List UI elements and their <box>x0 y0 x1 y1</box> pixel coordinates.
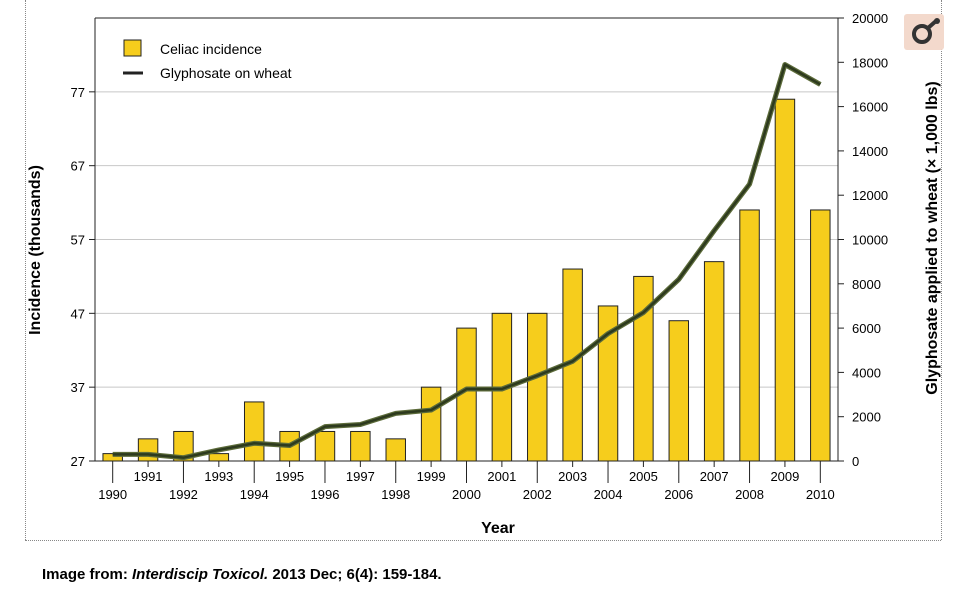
x-tick-label-2009: 2009 <box>770 469 799 484</box>
legend-swatch-celiac <box>123 39 142 57</box>
y-axis-label: Incidence (thousands) <box>27 165 44 335</box>
y2-tick-label: 12000 <box>852 188 888 203</box>
y2-tick-label: 8000 <box>852 277 881 292</box>
x-tick-label-1998: 1998 <box>381 487 410 502</box>
x-tick-label-2005: 2005 <box>629 469 658 484</box>
y-tick-label: 47 <box>71 306 85 321</box>
x-axis-label: Year <box>481 520 515 537</box>
bars-layer <box>102 98 831 462</box>
y2-axis-label: Glyphosate applied to wheat (× 1,000 lbs… <box>924 81 941 394</box>
axes-layer: 27 37 47 57 67 77 0 2000 4000 6000 8000 10000 12000 1… <box>71 11 889 502</box>
x-tick-label-2002: 2002 <box>523 487 552 502</box>
bar-1996 <box>314 430 336 462</box>
y2-tick-label: 4000 <box>852 365 881 380</box>
x-tick-label-2000: 2000 <box>452 487 481 502</box>
y2-tick-label: 18000 <box>852 55 888 70</box>
bar-2007 <box>703 261 725 462</box>
x-tick-label-1990: 1990 <box>98 487 127 502</box>
bar-2006 <box>668 320 690 462</box>
bar-1994 <box>243 401 265 462</box>
frame-left-border <box>25 0 26 540</box>
bar-2009 <box>774 98 796 462</box>
y2-tick-label: 2000 <box>852 410 881 425</box>
y2-tick-label: 10000 <box>852 233 888 248</box>
bar-2008 <box>739 209 760 462</box>
y2-tick-label: 6000 <box>852 321 881 336</box>
bar-1993 <box>208 453 230 462</box>
y-tick-label: 77 <box>71 85 85 100</box>
y-tick-label: 67 <box>71 159 85 174</box>
x-tick-label-2007: 2007 <box>700 469 729 484</box>
frame-right-border <box>941 0 942 540</box>
publisher-logo-icon <box>904 14 944 50</box>
bar-2002 <box>527 312 548 462</box>
x-tick-label-2001: 2001 <box>487 469 516 484</box>
y-tick-label: 37 <box>71 380 85 395</box>
y2-tick-label: 14000 <box>852 144 888 159</box>
bar-2010 <box>810 209 831 462</box>
x-tick-label-1999: 1999 <box>417 469 446 484</box>
y2-tick-label: 16000 <box>852 100 888 115</box>
x-tick-label-1997: 1997 <box>346 469 375 484</box>
legend-label-celiac: Celiac incidence <box>160 41 262 57</box>
bar-1997 <box>350 430 371 462</box>
glyphosate-line <box>112 63 821 459</box>
x-tick-label-1993: 1993 <box>204 469 233 484</box>
x-tick-label-2006: 2006 <box>664 487 693 502</box>
x-tick-label-2003: 2003 <box>558 469 587 484</box>
x-tick-label-1991: 1991 <box>134 469 163 484</box>
x-tick-label-2010: 2010 <box>806 487 835 502</box>
caption-prefix: Image from: <box>42 566 133 583</box>
bar-1998 <box>385 438 406 462</box>
x-tick-label-1994: 1994 <box>240 487 269 502</box>
x-tick-label-1996: 1996 <box>311 487 340 502</box>
legend-label-glyphosate: Glyphosate on wheat <box>160 65 292 81</box>
x-tick-label-2004: 2004 <box>594 487 623 502</box>
line-layer <box>112 62 822 461</box>
caption-citation: 2013 Dec; 6(4): 159-184. <box>268 566 442 583</box>
x-tick-label-1995: 1995 <box>275 469 304 484</box>
bar-1999 <box>420 386 442 462</box>
frame-bottom-border <box>25 540 941 541</box>
y-tick-label: 27 <box>71 454 85 469</box>
y2-tick-label: 20000 <box>852 11 888 26</box>
x-tick-label-2008: 2008 <box>735 487 764 502</box>
legend: Celiac incidence Glyphosate on wheat <box>123 39 292 81</box>
image-source-caption: Image from: Interdiscip Toxicol. 2013 De… <box>42 566 442 583</box>
x-tick-label-1992: 1992 <box>169 487 198 502</box>
bar-1991 <box>137 438 159 462</box>
grid-layer <box>95 91 838 388</box>
caption-journal: Interdiscip Toxicol. <box>132 566 269 583</box>
y2-tick-label: 0 <box>852 454 859 469</box>
y-tick-label: 57 <box>71 233 85 248</box>
